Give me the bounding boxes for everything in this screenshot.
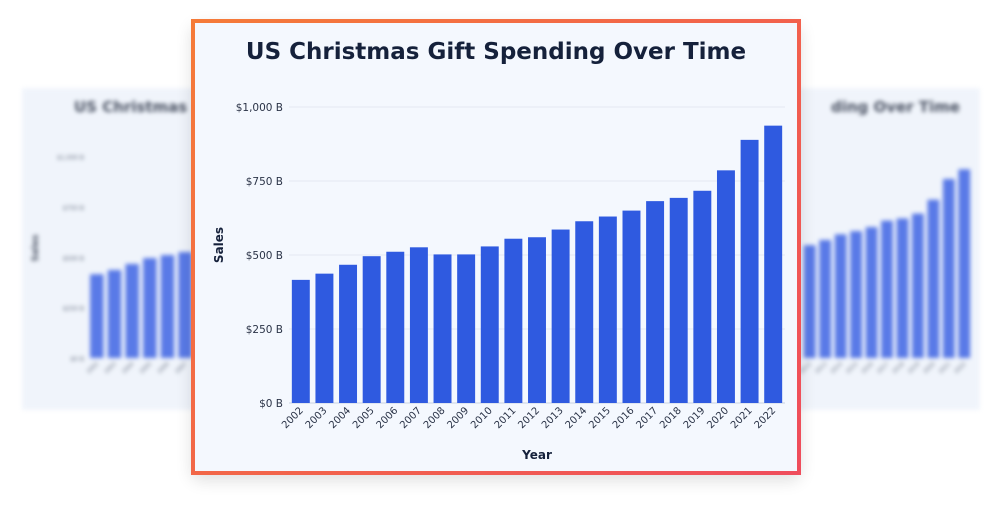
ghost-bar (834, 234, 847, 358)
ghost-bar (90, 274, 104, 358)
ghost-bar (178, 252, 192, 358)
ghost-bar (125, 263, 139, 358)
bar-2017 (646, 201, 665, 403)
x-tick-label: 2007 (398, 405, 424, 431)
x-tick-label: 2006 (375, 405, 401, 431)
ghost-bar (819, 239, 832, 358)
bar-2020 (716, 170, 735, 403)
ghost-x-tick: 2015 (845, 361, 859, 375)
x-tick-label: 2019 (682, 405, 708, 431)
ghost-x-tick: 2012 (799, 361, 813, 375)
ghost-y-tick: $500 B (63, 255, 84, 262)
ghost-bar (850, 231, 862, 358)
bar-2010 (480, 246, 499, 403)
ghost-x-tick: 2004 (121, 361, 135, 375)
chart-title: US Christmas Gift Spending Over Time (245, 39, 747, 65)
ghost-bar (160, 255, 175, 358)
bar-2005 (362, 256, 381, 403)
y-tick-label: $250 B (246, 324, 283, 336)
ghost-x-tick: 2006 (157, 361, 171, 375)
ghost-x-tick: 2018 (892, 361, 906, 375)
ghost-bar (912, 213, 924, 358)
ghost-bar (107, 269, 122, 358)
bar-2012 (528, 237, 546, 403)
chart-card: US Christmas Gift Spending Over Time $0 … (191, 19, 801, 475)
ghost-x-tick: 2013 (814, 361, 828, 375)
bar-2015 (598, 216, 617, 403)
x-tick-label: 2013 (540, 405, 566, 431)
x-tick-label: 2017 (634, 405, 660, 431)
x-tick-label: 2015 (587, 405, 613, 431)
x-tick-label: 2003 (304, 405, 330, 431)
ghost-y-tick: $1,000 B (57, 155, 84, 162)
ghost-y-tick: $750 B (63, 205, 84, 212)
bar-2002 (291, 279, 310, 403)
ghost-y-axis-title: Sales (31, 234, 41, 261)
ghost-bar (896, 218, 909, 358)
ghost-bar (958, 169, 971, 358)
ghost-x-tick: 2003 (104, 361, 118, 375)
x-tick-label: 2005 (351, 405, 377, 431)
x-tick-label: 2010 (469, 405, 495, 431)
bar-2018 (669, 197, 688, 403)
bar-2014 (575, 221, 594, 403)
x-tick-label: 2011 (493, 405, 519, 431)
x-tick-label: 2016 (611, 405, 637, 431)
x-tick-label: 2004 (327, 405, 353, 431)
ghost-x-tick: 2017 (876, 361, 890, 375)
y-tick-label: $0 B (259, 398, 283, 410)
bar-2009 (457, 254, 476, 403)
ghost-x-tick: 2021 (938, 361, 952, 375)
y-tick-label: $750 B (246, 176, 283, 188)
y-tick-label: $1,000 B (236, 102, 283, 114)
ghost-bar (143, 258, 157, 358)
bar-2013 (551, 229, 570, 403)
bar-2008 (433, 254, 452, 403)
ghost-x-tick: 2005 (139, 361, 153, 375)
y-tick-label: $500 B (246, 250, 283, 262)
ghost-y-tick: $250 B (63, 306, 84, 313)
bar-2019 (693, 190, 712, 403)
y-axis-title: Sales (212, 227, 226, 263)
x-tick-label: 2020 (705, 405, 731, 431)
bar-2003 (315, 273, 334, 403)
ghost-bar (803, 245, 816, 358)
bar-2004 (339, 264, 358, 403)
ghost-title: US Christmas (74, 98, 187, 116)
ghost-bar (927, 199, 940, 358)
bar-2021 (740, 139, 759, 403)
x-tick-label: 2002 (280, 405, 306, 431)
ghost-x-tick: 2020 (923, 361, 937, 375)
x-tick-label: 2021 (729, 405, 755, 431)
x-tick-label: 2009 (445, 405, 471, 431)
bar-2007 (409, 247, 428, 403)
x-tick-label: 2014 (564, 405, 590, 431)
ghost-title: ding Over Time (831, 98, 960, 116)
background-chart-left-svg: US Christmas Sales $0 B $250 B $500 B $750 B $… (31, 98, 192, 375)
bar-2016 (622, 210, 641, 403)
bar-chart: $0 B$250 B$500 B$750 B$1,000 B2002200320… (212, 102, 785, 462)
ghost-bar (942, 178, 955, 358)
bar-2006 (386, 251, 405, 403)
x-tick-label: 2018 (658, 405, 684, 431)
ghost-x-tick: 2014 (830, 361, 844, 375)
ghost-x-tick: 2016 (861, 361, 875, 375)
ghost-bar (881, 220, 893, 358)
ghost-x-tick: 2007 (174, 361, 188, 375)
ghost-y-tick: $0 B (70, 356, 84, 363)
ghost-bar (865, 227, 878, 358)
ghost-x-tick: 2019 (907, 361, 921, 375)
x-tick-label: 2008 (422, 405, 448, 431)
bar-2022 (764, 125, 783, 403)
ghost-x-tick: 2002 (86, 361, 100, 375)
bar-2011 (504, 238, 523, 403)
ghost-x-tick: 2022 (954, 361, 968, 375)
x-axis-title: Year (521, 448, 552, 462)
x-tick-label: 2022 (753, 405, 779, 431)
x-tick-label: 2012 (516, 405, 542, 431)
